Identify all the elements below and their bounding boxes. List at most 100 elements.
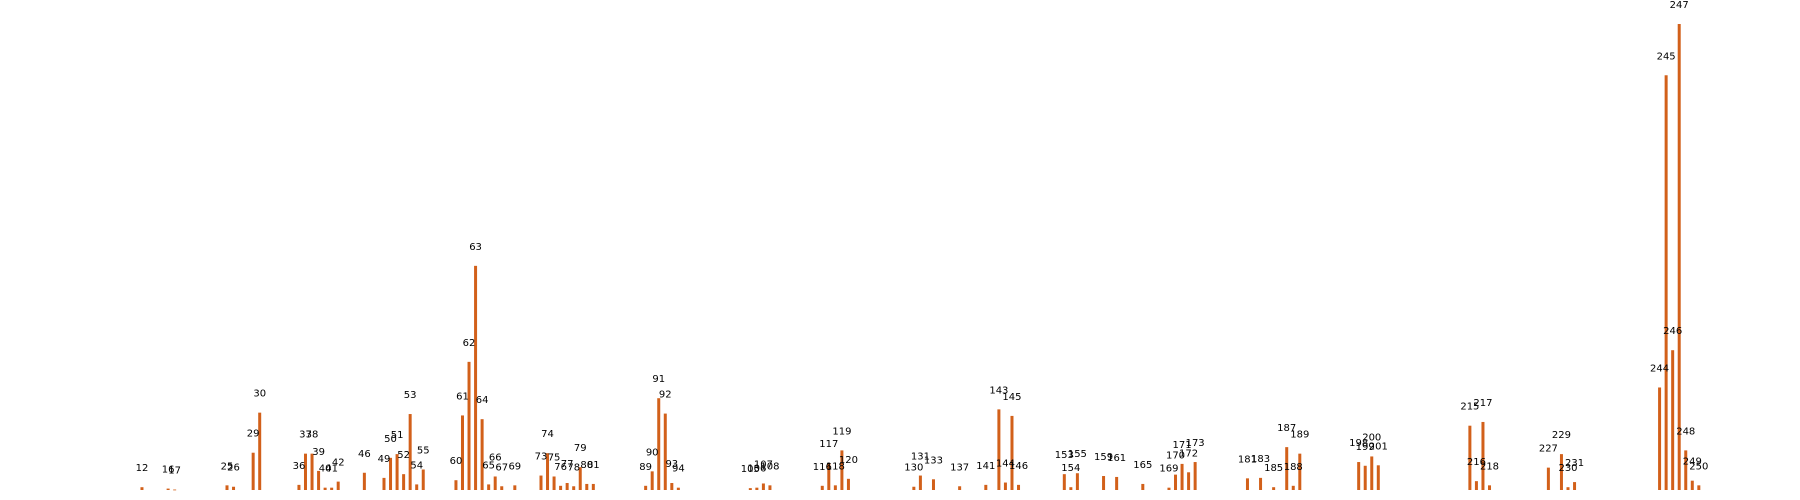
bar-137 [958,486,962,490]
data-label-42: 42 [332,458,345,469]
bar-54 [415,484,419,490]
bar-49 [382,477,386,490]
bar-118 [833,485,837,490]
bar-188 [1291,485,1295,490]
bar-153 [1062,474,1066,490]
bar-246 [1671,350,1675,490]
data-label-65: 65 [482,460,495,471]
data-label-130: 130 [904,463,923,474]
data-label-76: 76 [554,462,567,473]
bar-89 [644,485,648,490]
data-label-79: 79 [574,443,587,454]
bar-159 [1102,476,1106,490]
bar-171 [1180,463,1184,490]
bar-77 [565,483,569,490]
data-label-80: 80 [580,460,593,471]
data-label-46: 46 [358,449,371,460]
bar-145 [1010,415,1014,490]
data-label-63: 63 [469,242,482,253]
data-label-116: 116 [813,462,832,473]
bar-141 [984,484,988,490]
bar-170 [1174,474,1178,490]
data-label-165: 165 [1133,460,1152,471]
bar-229 [1559,454,1563,490]
bar-181 [1245,478,1249,490]
bar-69 [513,485,517,490]
bar-172 [1187,472,1191,490]
bar-29 [251,452,255,490]
data-label-133: 133 [924,455,943,466]
data-label-92: 92 [659,390,672,401]
bar-66 [493,476,497,490]
bar-73 [539,475,543,490]
data-label-199: 199 [1356,442,1375,453]
data-label-118: 118 [826,461,845,472]
data-label-37: 37 [299,430,312,441]
data-label-52: 52 [397,450,410,461]
data-label-173: 173 [1186,438,1205,449]
data-label-117: 117 [819,439,838,450]
data-label-91: 91 [652,374,665,385]
data-label-183: 183 [1251,454,1270,465]
data-label-181: 181 [1238,454,1257,465]
bar-38 [310,453,314,490]
data-label-41: 41 [325,464,338,475]
bar-37 [303,453,307,490]
bar-189 [1298,453,1302,490]
data-label-49: 49 [378,454,391,465]
bar-107 [761,483,765,490]
data-label-185: 185 [1264,463,1283,474]
data-label-172: 172 [1179,448,1198,459]
data-label-143: 143 [989,385,1008,396]
data-label-159: 159 [1094,452,1113,463]
data-label-141: 141 [976,461,995,472]
data-label-245: 245 [1657,51,1676,62]
bar-130 [912,486,916,490]
data-label-249: 249 [1683,457,1702,468]
data-label-26: 26 [227,463,240,474]
data-label-94: 94 [672,464,685,475]
bar-143 [997,409,1001,490]
bar-42 [336,481,340,490]
data-label-77: 77 [561,459,574,470]
bar-50 [389,457,393,490]
bar-16 [166,488,170,490]
bar-25 [225,485,229,490]
bar-55 [421,469,425,490]
bar-108 [768,485,772,490]
data-label-154: 154 [1061,463,1080,474]
bar-199 [1363,465,1367,490]
data-label-12: 12 [136,463,149,474]
bar-80 [585,483,589,490]
bar-39 [317,470,321,490]
bar-64 [480,419,484,490]
data-label-145: 145 [1002,392,1021,403]
bar-40 [323,487,327,490]
data-label-217: 217 [1473,398,1492,409]
data-label-131: 131 [911,452,930,463]
bar-165 [1141,483,1145,490]
data-label-75: 75 [548,452,561,463]
data-label-17: 17 [168,466,181,477]
bar-245 [1664,75,1668,490]
bar-215 [1468,425,1472,490]
bar-161 [1115,476,1119,490]
data-label-247: 247 [1670,0,1689,11]
data-label-30: 30 [253,389,266,400]
data-label-137: 137 [950,462,969,473]
data-label-93: 93 [665,459,678,470]
data-label-231: 231 [1565,458,1584,469]
bar-17 [173,489,177,491]
data-label-227: 227 [1539,444,1558,455]
data-label-215: 215 [1460,402,1479,413]
data-label-29: 29 [247,429,260,440]
bar-90 [650,471,654,490]
data-label-146: 146 [1009,461,1028,472]
data-label-170: 170 [1166,451,1185,462]
bar-133 [931,479,935,490]
bar-67 [500,486,504,490]
bar-146 [1017,484,1021,490]
data-label-187: 187 [1277,423,1296,434]
data-label-246: 246 [1663,326,1682,337]
